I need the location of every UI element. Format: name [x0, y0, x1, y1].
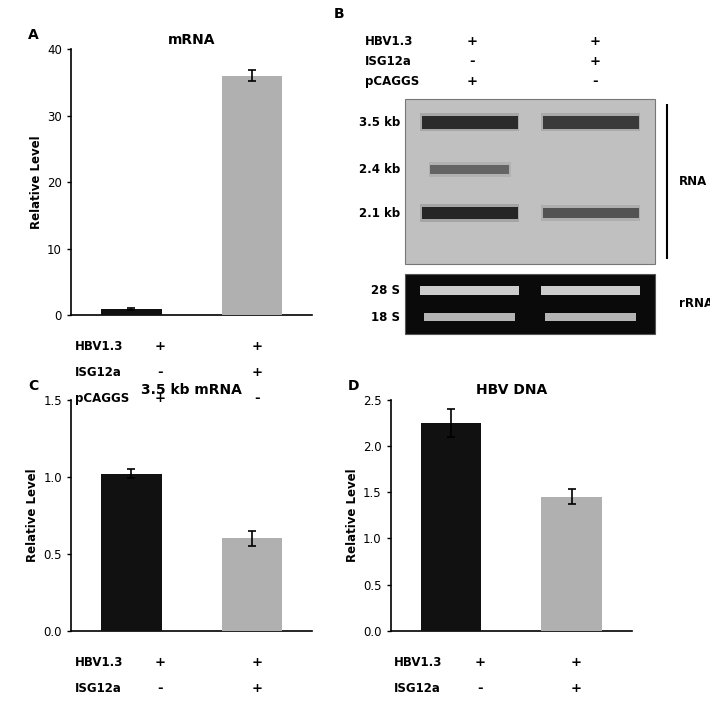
Bar [420, 286, 519, 295]
Bar [420, 113, 519, 131]
Y-axis label: Relative Level: Relative Level [26, 468, 39, 562]
Text: +: + [571, 682, 582, 695]
Bar [545, 313, 636, 321]
Bar [430, 165, 509, 174]
Text: HBV1.3: HBV1.3 [365, 35, 413, 48]
Text: 2.1 kb: 2.1 kb [359, 207, 400, 219]
Text: rRNAs: rRNAs [679, 297, 710, 311]
Text: HBV1.3: HBV1.3 [394, 656, 442, 669]
Title: HBV DNA: HBV DNA [476, 383, 547, 397]
Text: RNA: RNA [679, 175, 707, 188]
Bar [222, 76, 283, 315]
Text: ISG12a: ISG12a [75, 682, 121, 695]
Y-axis label: Relative Level: Relative Level [346, 468, 359, 562]
Bar [405, 99, 655, 264]
Text: +: + [590, 55, 601, 68]
Text: C: C [28, 379, 38, 393]
Text: A: A [28, 28, 39, 42]
Bar [422, 207, 518, 219]
Text: 2.4 kb: 2.4 kb [359, 163, 400, 176]
Bar [102, 308, 162, 315]
Text: +: + [155, 393, 166, 405]
Text: HBV1.3: HBV1.3 [75, 341, 123, 353]
Text: -: - [158, 367, 163, 379]
Text: +: + [251, 367, 263, 379]
Bar [543, 116, 638, 129]
Text: +: + [155, 656, 166, 669]
Text: 28 S: 28 S [371, 284, 400, 297]
Bar [420, 204, 519, 222]
Text: -: - [592, 76, 598, 88]
Text: pCAGGS: pCAGGS [75, 393, 129, 405]
Title: mRNA: mRNA [168, 32, 215, 46]
Text: +: + [251, 682, 263, 695]
Text: ISG12a: ISG12a [75, 367, 121, 379]
Text: pCAGGS: pCAGGS [365, 76, 420, 88]
Text: +: + [251, 656, 263, 669]
Bar [542, 497, 602, 631]
Text: -: - [158, 682, 163, 695]
Text: D: D [348, 379, 359, 393]
Text: +: + [474, 656, 486, 669]
Bar [541, 286, 640, 295]
Bar [222, 538, 283, 631]
Bar [424, 313, 515, 321]
Text: -: - [469, 55, 474, 68]
Text: -: - [477, 682, 483, 695]
Bar [541, 205, 640, 221]
Bar [429, 162, 510, 177]
Bar [543, 208, 638, 218]
Text: +: + [571, 656, 582, 669]
Text: ISG12a: ISG12a [394, 682, 441, 695]
Bar [102, 474, 162, 631]
Text: 18 S: 18 S [371, 311, 400, 324]
Text: -: - [254, 393, 260, 405]
Text: +: + [155, 341, 166, 353]
Text: +: + [466, 35, 477, 48]
Text: +: + [466, 76, 477, 88]
Text: HBV1.3: HBV1.3 [75, 656, 123, 669]
Text: 3.5 kb: 3.5 kb [359, 116, 400, 129]
Bar [405, 273, 655, 334]
Text: +: + [251, 341, 263, 353]
Text: B: B [334, 7, 344, 21]
Text: ISG12a: ISG12a [365, 55, 412, 68]
Title: 3.5 kb mRNA: 3.5 kb mRNA [141, 383, 242, 397]
Bar [422, 116, 518, 129]
Text: +: + [590, 35, 601, 48]
Bar [541, 113, 640, 131]
Bar [421, 423, 481, 631]
Y-axis label: Relative Level: Relative Level [30, 135, 43, 229]
